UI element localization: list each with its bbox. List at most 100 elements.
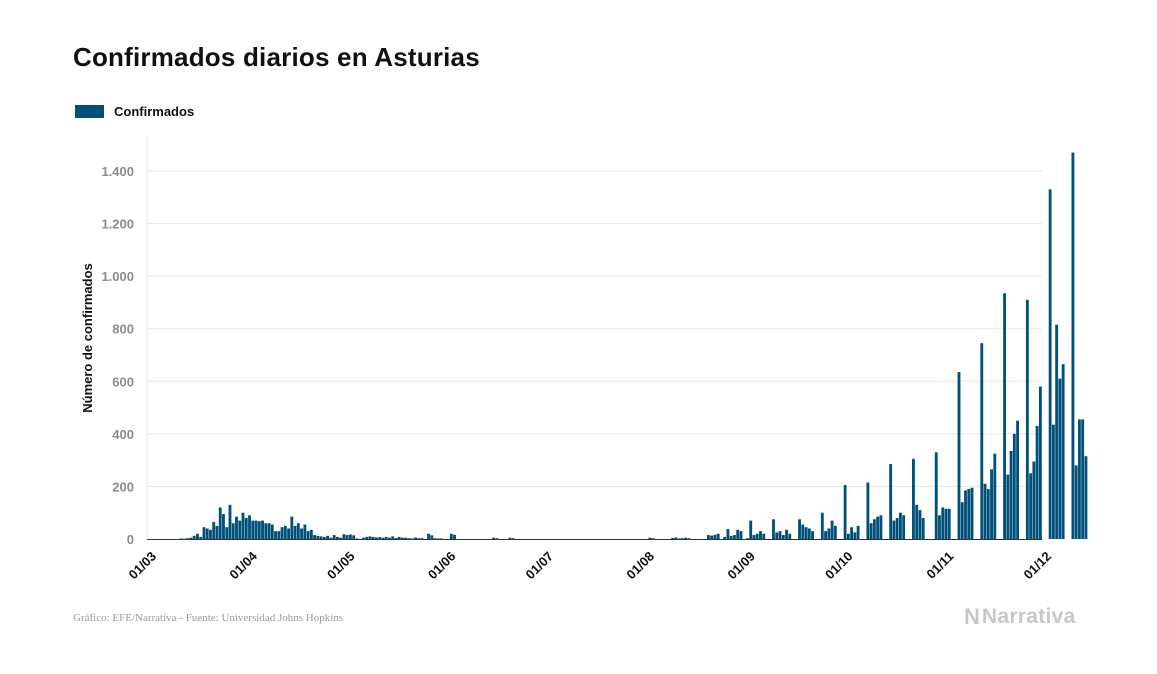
bar <box>375 537 378 539</box>
bar <box>746 538 749 540</box>
brand-name: Narrativa <box>981 605 1076 628</box>
bar <box>739 531 743 539</box>
bar <box>733 535 736 539</box>
bar <box>329 537 333 539</box>
bar <box>368 536 372 539</box>
bar <box>706 535 710 539</box>
bar <box>306 531 310 539</box>
bar <box>345 535 349 539</box>
bar <box>189 537 193 539</box>
bar <box>381 537 385 539</box>
bar <box>759 531 762 539</box>
y-tick-label: 400 <box>112 427 134 442</box>
bar <box>440 538 443 540</box>
bar <box>807 528 811 539</box>
bar <box>508 537 512 539</box>
bar <box>918 510 922 539</box>
bar <box>674 537 678 539</box>
bar <box>1078 419 1081 539</box>
y-tick-label: 1.200 <box>101 217 134 232</box>
bar <box>843 485 847 539</box>
bar <box>199 536 203 539</box>
bar <box>684 537 688 539</box>
bar <box>238 520 242 539</box>
bar <box>970 487 974 539</box>
bar <box>186 538 190 540</box>
bar <box>257 521 261 539</box>
bar <box>1006 474 1010 539</box>
bar <box>414 537 417 539</box>
bar <box>775 532 779 539</box>
bar <box>222 514 225 539</box>
bar <box>941 507 945 539</box>
bar <box>511 538 515 540</box>
bar <box>1029 473 1033 539</box>
legend-swatch <box>75 105 104 118</box>
bar <box>833 525 837 539</box>
bar <box>729 535 733 539</box>
bar <box>1016 420 1020 539</box>
bar <box>856 525 860 539</box>
bar <box>352 535 356 539</box>
bar <box>401 537 404 539</box>
bar <box>736 529 740 539</box>
bar <box>316 535 320 539</box>
bar <box>453 534 456 539</box>
bar <box>964 490 967 539</box>
gridlines <box>146 136 1042 539</box>
bar <box>726 529 730 539</box>
brand-logo: N Narrativa <box>964 604 1076 630</box>
bar <box>267 523 271 539</box>
chart-title: Confirmados diarios en Asturias <box>73 42 480 72</box>
bar <box>986 489 990 539</box>
bar <box>270 524 274 539</box>
bar <box>938 515 941 539</box>
bar <box>778 531 782 539</box>
bar <box>1084 456 1088 539</box>
bar <box>378 537 382 539</box>
bar <box>371 536 375 539</box>
bar <box>889 464 893 539</box>
bar <box>313 535 317 539</box>
y-tick-label: 600 <box>112 374 134 389</box>
x-tick-label: 01/10 <box>822 549 856 583</box>
bar <box>755 533 759 539</box>
narrativa-logo-icon: N <box>964 604 980 629</box>
bar <box>218 507 222 539</box>
y-tick-label: 800 <box>112 322 134 337</box>
bar <box>850 527 854 539</box>
bar <box>303 524 307 539</box>
bar <box>1032 461 1036 539</box>
bar <box>362 537 365 539</box>
bar <box>433 538 437 540</box>
bar <box>388 537 391 539</box>
bar <box>960 502 964 539</box>
y-axis-ticks: 0 200 400 600 800 1.000 1.200 1.400 <box>101 164 134 547</box>
bar <box>326 535 330 539</box>
bar <box>335 536 339 539</box>
bar <box>980 343 984 539</box>
bar <box>332 535 336 539</box>
bar <box>407 538 411 540</box>
bar <box>820 512 824 539</box>
bar <box>293 525 297 539</box>
bar <box>248 515 251 539</box>
bar <box>677 538 681 540</box>
bar <box>866 482 870 539</box>
bar <box>235 516 238 539</box>
bar <box>651 538 655 540</box>
bar <box>241 512 245 539</box>
bar <box>921 517 925 539</box>
bars <box>179 152 1088 540</box>
bar <box>648 537 652 539</box>
bar <box>824 531 827 539</box>
bar <box>912 458 915 539</box>
bar <box>957 372 961 539</box>
bar <box>801 524 805 539</box>
y-axis-label: Número de confirmados <box>80 263 95 413</box>
x-tick-label: 01/07 <box>523 549 557 583</box>
bar <box>287 528 290 539</box>
bar <box>264 523 268 539</box>
bar <box>355 538 359 540</box>
bar <box>261 520 264 539</box>
